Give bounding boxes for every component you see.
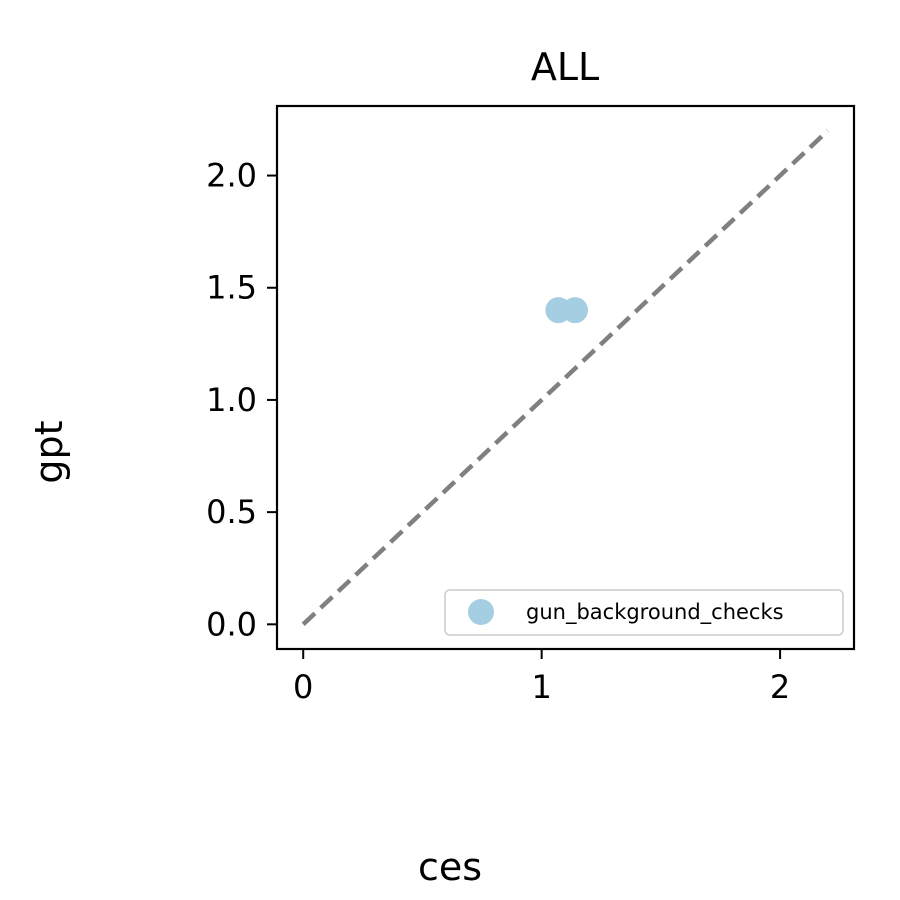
- x-axis: 0 1 2: [293, 649, 790, 706]
- data-points: [545, 297, 589, 324]
- chart-title: ALL: [531, 45, 599, 89]
- plot-frame: [275, 104, 856, 651]
- y-tick-label: 1.5: [206, 269, 257, 307]
- data-point: [562, 297, 589, 324]
- legend-marker: [468, 599, 494, 625]
- x-tick-label: 1: [531, 668, 551, 706]
- x-tick-label: 2: [770, 668, 790, 706]
- y-tick-label: 0.0: [206, 605, 257, 643]
- legend-box: [444, 589, 844, 636]
- x-tick-label: 0: [293, 668, 313, 706]
- y-tick-label: 1.0: [206, 381, 257, 419]
- y-axis-title: gpt: [27, 420, 71, 483]
- x-axis-title: ces: [418, 845, 482, 889]
- reference-diagonal-line: [301, 129, 830, 626]
- y-tick-label: 2.0: [206, 157, 257, 195]
- legend-label: gun_background_checks: [526, 600, 784, 625]
- y-axis: 0.0 0.5 1.0 1.5 2.0: [206, 157, 277, 643]
- legend: gun_background_checks: [444, 589, 844, 636]
- y-tick-label: 0.5: [206, 493, 257, 531]
